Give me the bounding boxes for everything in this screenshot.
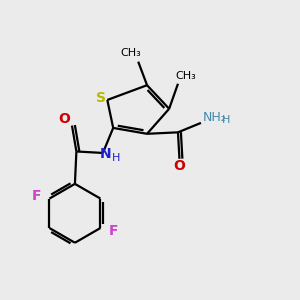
Text: N: N <box>99 147 111 161</box>
Text: O: O <box>58 112 70 126</box>
Text: H: H <box>222 115 230 125</box>
Text: CH₃: CH₃ <box>121 48 141 59</box>
Text: H: H <box>112 153 120 163</box>
Text: F: F <box>109 224 118 238</box>
Text: S: S <box>96 91 106 105</box>
Text: CH₃: CH₃ <box>175 70 196 80</box>
Text: O: O <box>173 159 185 173</box>
Text: NH₂: NH₂ <box>202 111 226 124</box>
Text: F: F <box>32 189 41 202</box>
